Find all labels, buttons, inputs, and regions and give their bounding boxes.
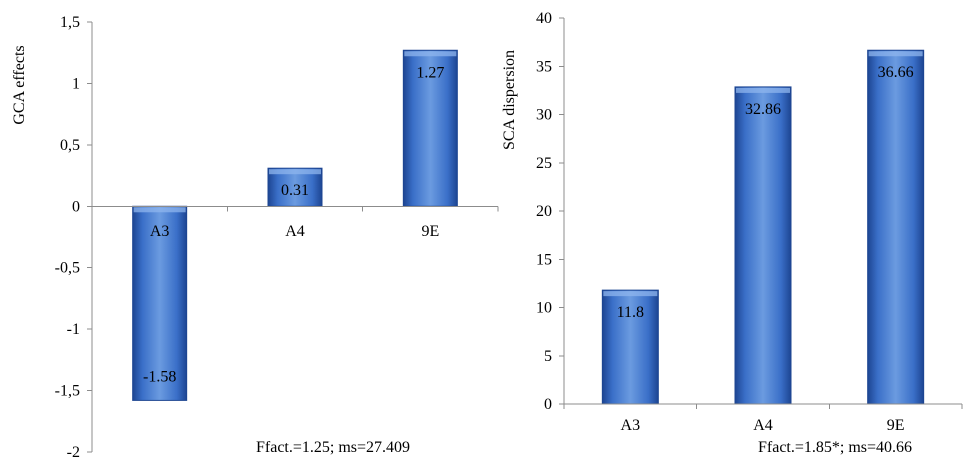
axes — [559, 17, 963, 409]
bar-highlight — [404, 51, 457, 57]
y-axis-label: SCA dispersion — [501, 50, 518, 150]
category-labels: A3 A4 9E — [621, 417, 905, 434]
bar-highlight — [269, 169, 321, 175]
y-tick-label: -1,5 — [55, 383, 80, 400]
bar-body — [867, 49, 925, 405]
y-tick-label: 40 — [536, 10, 552, 27]
y-tick-label: 20 — [536, 203, 552, 220]
y-tick-label: 0 — [544, 396, 552, 413]
y-tick-label: 0,5 — [60, 137, 80, 154]
x-category-label: A3 — [150, 223, 170, 240]
bar-highlight — [736, 87, 790, 93]
y-tick-label: 30 — [536, 107, 552, 124]
data-label: 32.86 — [745, 101, 781, 118]
bar-body — [132, 205, 188, 401]
bar-highlight — [133, 207, 186, 213]
data-labels: -1.58 0.31 1.27 — [143, 64, 444, 385]
data-label: 1.27 — [416, 64, 444, 81]
bar-body — [601, 289, 659, 405]
y-tick-label: 15 — [536, 251, 552, 268]
y-tick-label: 25 — [536, 155, 552, 172]
y-tick-labels: -2 -1,5 -1 -0,5 0 0,5 1 1,5 — [55, 14, 80, 459]
data-label: 11.8 — [617, 304, 644, 321]
bar-body — [267, 167, 323, 207]
bar-body — [734, 86, 792, 405]
y-tick-label: 0 — [72, 198, 80, 215]
x-category-label: A3 — [621, 417, 641, 434]
y-tick-label: 35 — [536, 58, 552, 75]
bar-highlight — [603, 291, 658, 297]
y-tick-label: 1,5 — [60, 14, 80, 31]
axes — [87, 21, 499, 453]
data-label: -1.58 — [143, 368, 176, 385]
bars — [601, 49, 925, 405]
bar-a3 — [132, 205, 188, 401]
data-label: 0.31 — [281, 182, 309, 199]
bar-9e — [867, 49, 925, 405]
y-tick-label: 1 — [72, 75, 80, 92]
bar-highlight — [868, 51, 923, 57]
y-tick-label: 10 — [536, 300, 552, 317]
y-axis-label: GCA effects — [11, 45, 28, 124]
chart-note: Ffact.=1.85*; ms=40.66 — [758, 439, 912, 456]
y-tick-label: -2 — [67, 444, 80, 459]
bars — [132, 49, 458, 401]
x-category-label: 9E — [887, 417, 905, 434]
gca-effects-chart: GCA effects -2-1,5-1-0,500,511,5 A3 A4 9E … — [11, 14, 499, 459]
x-category-label: 9E — [421, 223, 439, 240]
bar-a3 — [601, 289, 659, 405]
bar-a4 — [734, 86, 792, 405]
category-labels: A3 A4 9E — [150, 223, 439, 240]
y-tick-labels: 0 5 10 15 20 25 30 35 40 — [536, 10, 552, 413]
sca-dispersion-chart: SCA dispersion 0 5 10 15 20 25 30 35 40 A3 A4 9E 1… — [501, 10, 963, 456]
x-category-label: A4 — [285, 223, 305, 240]
y-tick-label: -1 — [67, 321, 80, 338]
data-label: 36.66 — [878, 64, 914, 81]
bar-a4 — [267, 167, 323, 207]
chart-note: Ffact.=1.25; ms=27.409 — [256, 439, 410, 456]
data-labels: 11.8 32.86 36.66 — [617, 64, 914, 321]
y-tick-label: 5 — [544, 348, 552, 365]
y-tick-label: -0,5 — [55, 260, 80, 277]
x-category-label: A4 — [753, 417, 773, 434]
